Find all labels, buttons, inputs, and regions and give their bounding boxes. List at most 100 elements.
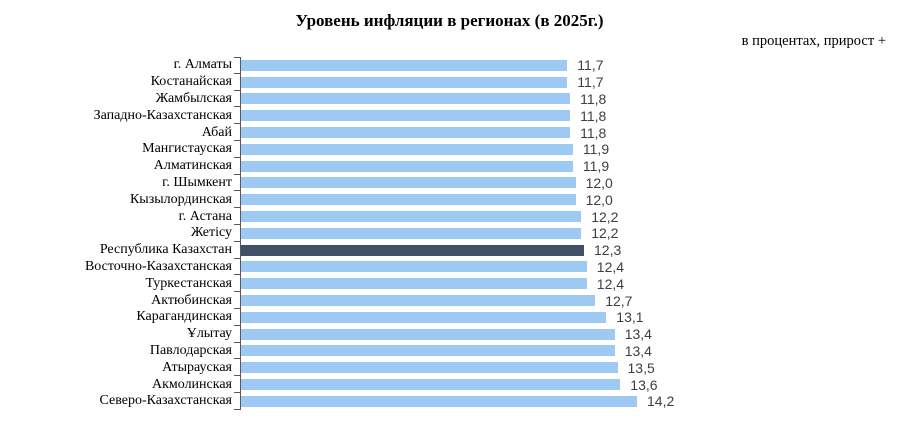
axis-tick	[234, 240, 240, 242]
chart-row: Актюбинская 12,7	[0, 292, 899, 309]
bar	[241, 143, 573, 155]
category-axis-line	[240, 57, 241, 410]
chart-row: Кызылординская 12,0	[0, 191, 899, 208]
axis-tick	[234, 375, 240, 377]
axis-tick	[234, 408, 240, 410]
chart-row: Республика Казахстан 12,3	[0, 242, 899, 259]
chart-row: Северо-Казахстанская 14,2	[0, 393, 899, 410]
bar	[241, 379, 621, 391]
chart-row: Туркестанская 12,4	[0, 275, 899, 292]
value-label: 12,2	[591, 208, 619, 225]
value-label: 11,8	[580, 124, 607, 141]
chart-row: Ұлытау 13,4	[0, 326, 899, 343]
category-label: Павлодарская	[149, 342, 232, 358]
category-label: Жамбылская	[155, 90, 232, 106]
axis-tick	[234, 392, 240, 393]
chart-row: г. Астана 12,2	[0, 208, 899, 225]
category-label: Акмолинская	[151, 376, 232, 392]
category-label: Костанайская	[150, 74, 232, 90]
value-label: 12,4	[596, 275, 625, 292]
bar	[241, 93, 571, 105]
axis-tick	[234, 358, 240, 360]
category-label: Северо-Казахстанская	[99, 393, 232, 409]
axis-tick	[234, 291, 240, 293]
chart-row: г. Алматы 11,7	[0, 57, 899, 74]
chart-subtitle: в процентах, прирост +	[741, 33, 886, 49]
axis-tick	[234, 274, 240, 276]
value-label: 12,3	[594, 242, 622, 259]
category-label: Восточно-Казахстанская	[84, 258, 232, 274]
axis-tick	[234, 57, 240, 58]
bar	[241, 227, 582, 239]
axis-tick	[234, 224, 240, 225]
axis-tick	[234, 106, 240, 108]
chart-row: Алматинская 11,9	[0, 158, 899, 175]
axis-tick	[234, 341, 240, 343]
bar	[241, 177, 576, 189]
axis-tick	[234, 308, 240, 309]
bar	[241, 244, 584, 256]
axis-tick	[234, 207, 240, 209]
chart-row: Мангистауская 11,9	[0, 141, 899, 158]
chart-plot-area: г. Алматы 11,7 Костанайская 11,7 Жамбылс…	[0, 57, 899, 410]
value-label: 13,6	[630, 376, 658, 393]
chart-row: Атырауская 13,5	[0, 359, 899, 376]
chart-row: Абай 11,8	[0, 124, 899, 141]
category-label: Алматинская	[153, 158, 232, 174]
axis-tick	[234, 173, 240, 175]
category-label: Атырауская	[162, 359, 232, 375]
value-label: 11,7	[577, 57, 604, 74]
value-label: 12,2	[591, 225, 619, 242]
axis-tick	[234, 123, 240, 125]
bar	[241, 362, 618, 374]
category-label: Карагандинская	[136, 309, 232, 325]
category-label: Республика Казахстан	[99, 242, 232, 258]
bar	[241, 211, 582, 223]
bar	[241, 127, 571, 139]
value-label: 12,4	[596, 258, 625, 275]
axis-tick	[234, 72, 240, 74]
axis-tick	[234, 156, 240, 158]
chart-row: Акмолинская 13,6	[0, 376, 899, 393]
bar	[241, 395, 637, 407]
value-label: 11,8	[580, 90, 607, 107]
chart-row: Жамбылская 11,8	[0, 91, 899, 108]
chart-row: Павлодарская 13,4	[0, 343, 899, 360]
bar	[241, 311, 607, 323]
value-label: 11,9	[582, 141, 610, 158]
value-label: 12,0	[585, 174, 613, 191]
value-label: 13,4	[624, 342, 652, 359]
bar	[241, 59, 568, 71]
chart-row: Восточно-Казахстанская 12,4	[0, 259, 899, 276]
category-label: Абай	[201, 124, 232, 140]
value-label: 11,7	[577, 74, 604, 91]
axis-tick	[234, 257, 240, 259]
chart-row: Западно-Казахстанская 11,8	[0, 107, 899, 124]
value-label: 12,0	[585, 191, 613, 208]
bar-chart: г. Алматы 11,7 Костанайская 11,7 Жамбылс…	[0, 57, 899, 410]
category-label: г. Алматы	[173, 57, 232, 73]
chart-row: г. Шымкент 12,0	[0, 175, 899, 192]
category-label: Актюбинская	[151, 292, 232, 308]
bar	[241, 76, 568, 88]
category-label: Мангистауская	[142, 141, 232, 157]
bar	[241, 328, 615, 340]
bar	[241, 160, 573, 172]
axis-tick	[234, 190, 240, 192]
value-label: 11,9	[582, 158, 610, 175]
bar	[241, 261, 587, 273]
chart-row: Костанайская 11,7	[0, 74, 899, 91]
value-label: 14,2	[647, 393, 675, 410]
category-label: Туркестанская	[145, 275, 232, 291]
chart-row: Карагандинская 13,1	[0, 309, 899, 326]
bar	[241, 194, 576, 206]
category-label: Западно-Казахстанская	[93, 107, 232, 123]
chart-row: Жетісу 12,2	[0, 225, 899, 242]
value-label: 11,8	[580, 107, 607, 124]
category-label: Ұлытау	[186, 326, 232, 342]
category-label: г. Шымкент	[162, 174, 232, 190]
bar	[241, 278, 587, 290]
chart-title: Уровень инфляции в регионах (в 2025г.)	[295, 11, 604, 30]
axis-tick	[234, 89, 240, 91]
